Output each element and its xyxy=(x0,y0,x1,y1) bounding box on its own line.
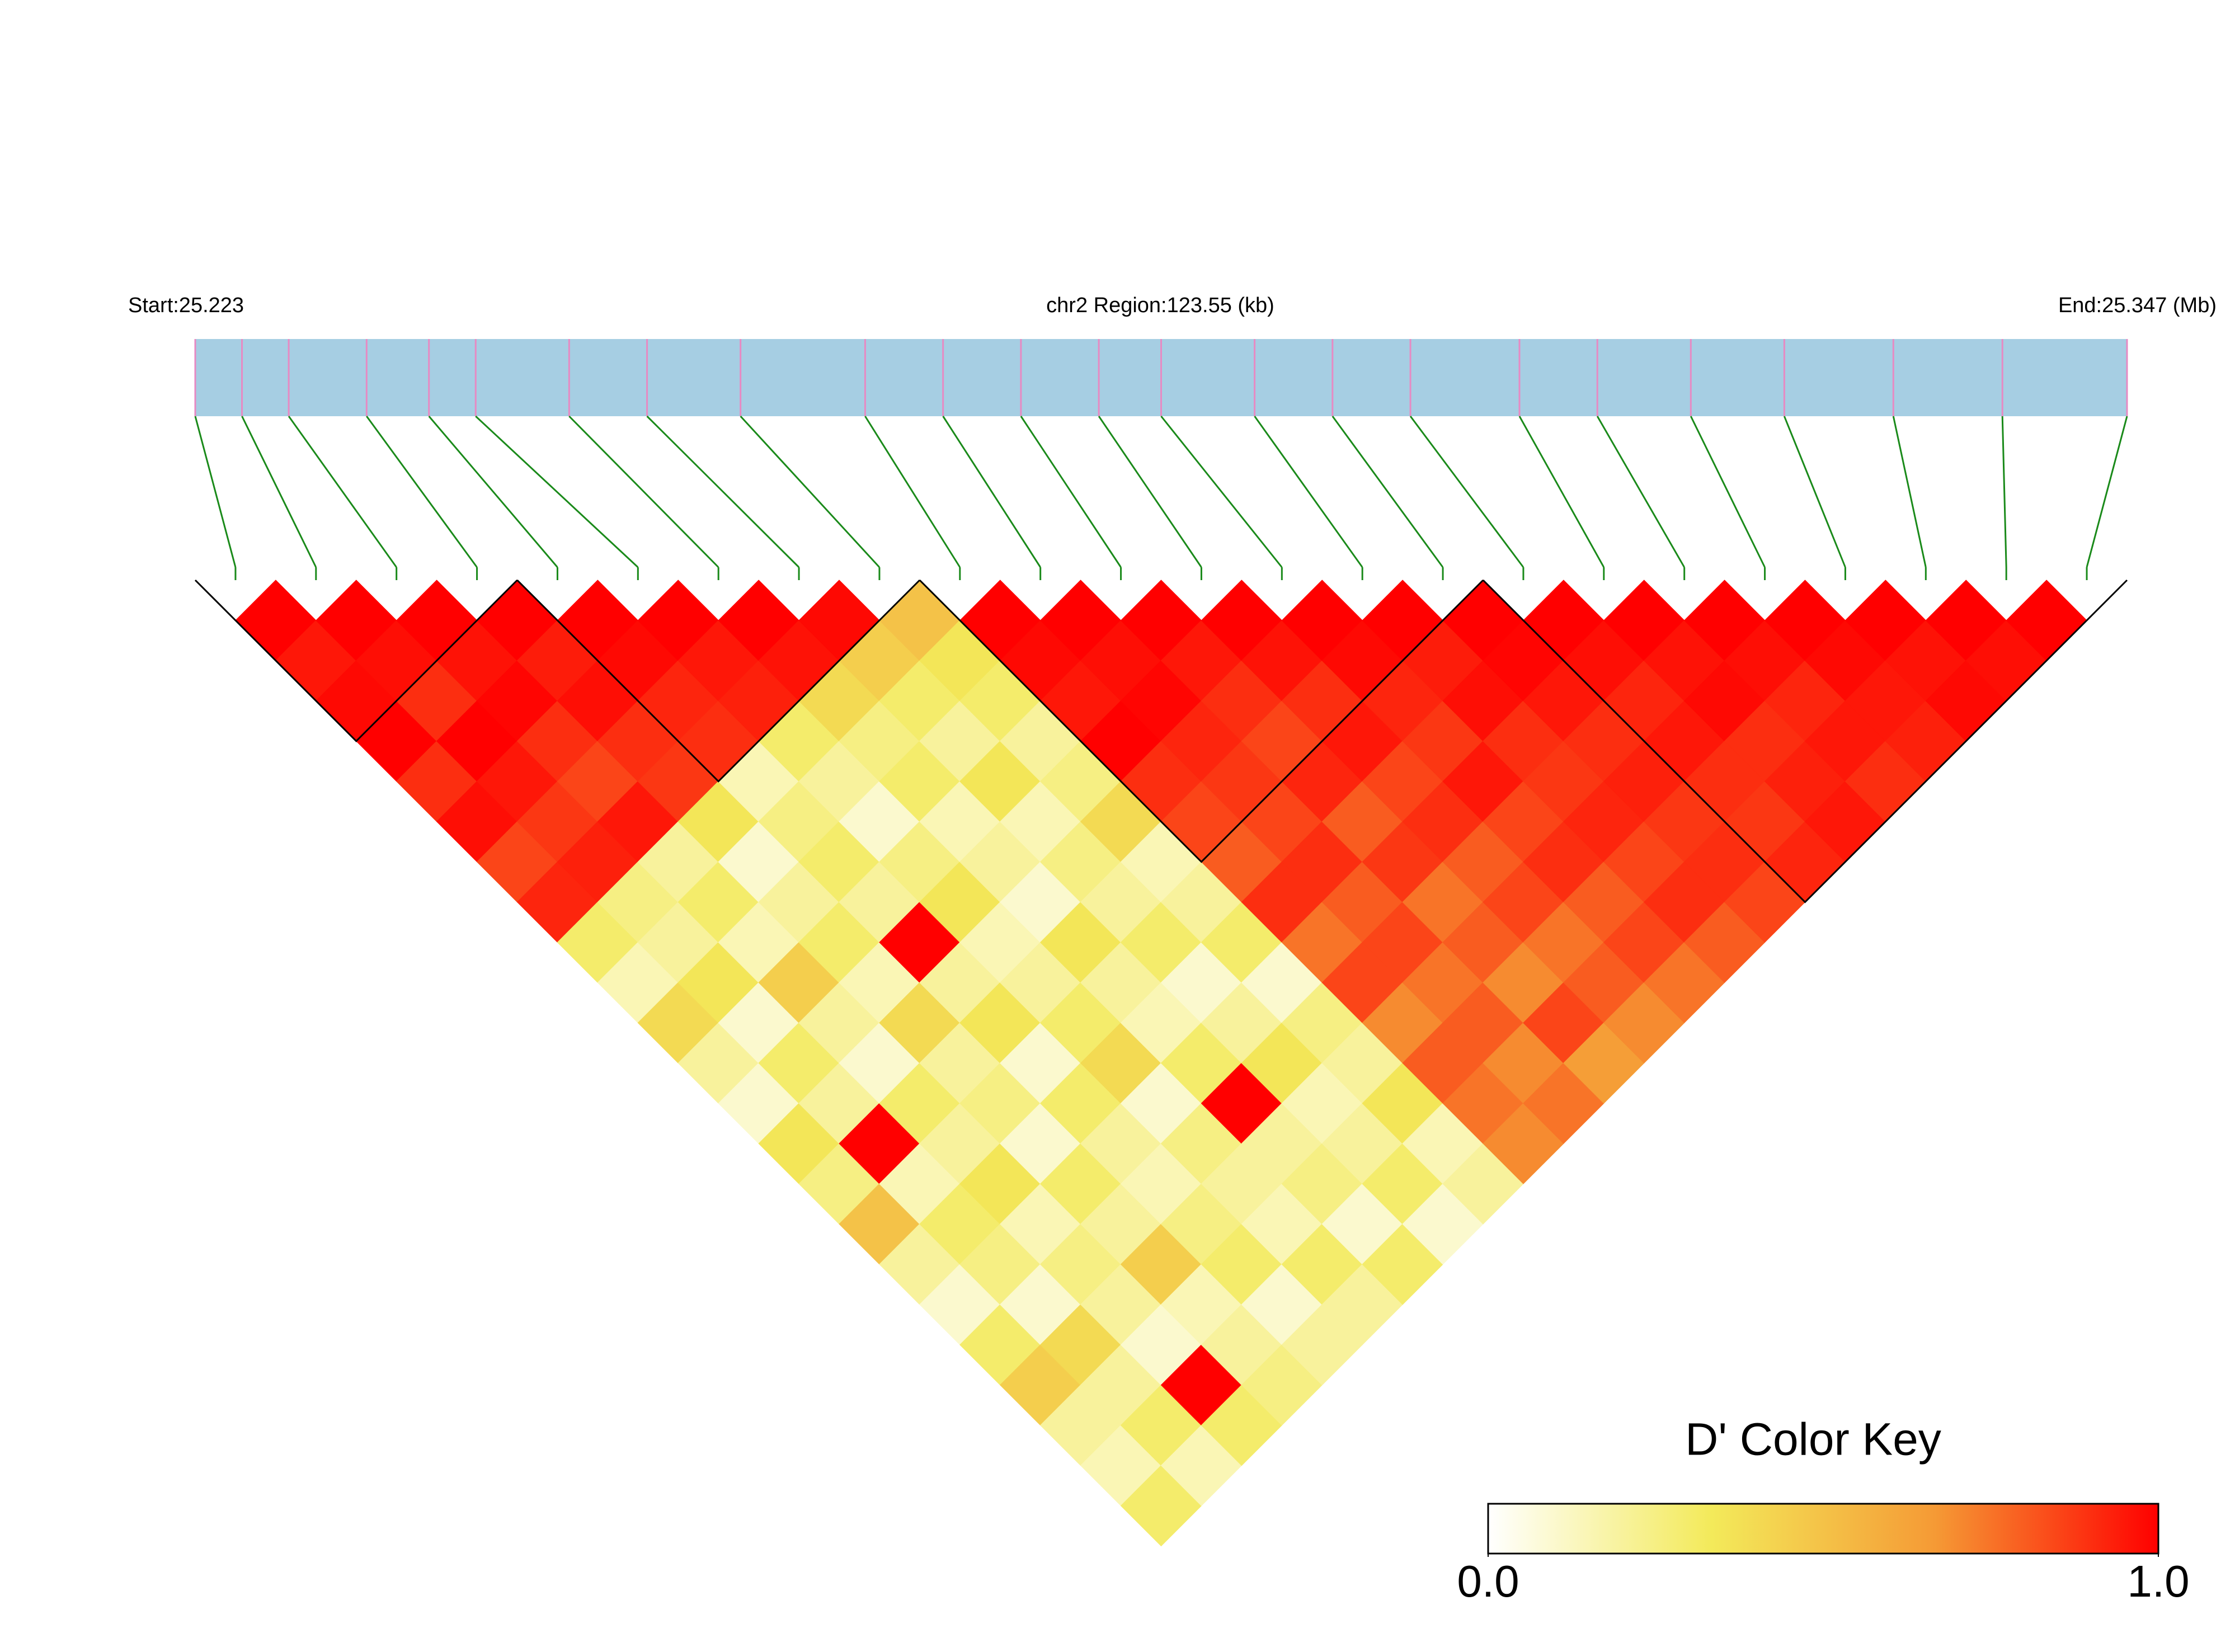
snp-link xyxy=(942,416,1041,568)
snp-link xyxy=(194,416,237,568)
snp-link xyxy=(475,415,639,568)
region-label: chr2 Region:123.55 (kb) xyxy=(1046,294,1274,317)
start-label: Start:25.223 xyxy=(128,294,244,317)
snp-link xyxy=(1331,416,1444,568)
snp-link xyxy=(864,416,961,568)
snp-link xyxy=(646,415,800,568)
snp-link xyxy=(568,415,719,568)
color-key xyxy=(1487,1503,2159,1555)
haplotype-block xyxy=(919,579,1484,863)
snp-link xyxy=(366,416,478,568)
key-tick-label: 0.0 xyxy=(1457,1556,1519,1606)
snp-link xyxy=(740,415,881,568)
snp-link xyxy=(1254,416,1363,568)
snp-link xyxy=(288,416,397,568)
haplotype-block xyxy=(1482,579,2128,903)
key-title: D' Color Key xyxy=(1685,1414,1941,1465)
snp-link xyxy=(241,416,317,568)
snp-link xyxy=(428,416,558,568)
snp-link xyxy=(1020,416,1122,568)
snp-link xyxy=(1160,416,1283,568)
snp-link xyxy=(1892,416,1927,568)
key-tick-label: 1.0 xyxy=(2127,1556,2189,1606)
haplotype-block xyxy=(516,579,920,783)
snp-link xyxy=(1690,416,1766,568)
end-label: End:25.347 (Mb) xyxy=(2058,294,2217,317)
snp-link xyxy=(2086,416,2128,568)
snp-link xyxy=(1098,416,1202,568)
snp-link xyxy=(1783,416,1846,568)
snp-link xyxy=(1409,416,1524,568)
snp-link xyxy=(2001,416,2007,568)
snp-link xyxy=(1596,416,1685,568)
snp-link xyxy=(1518,416,1605,568)
haplotype-block xyxy=(194,579,518,742)
